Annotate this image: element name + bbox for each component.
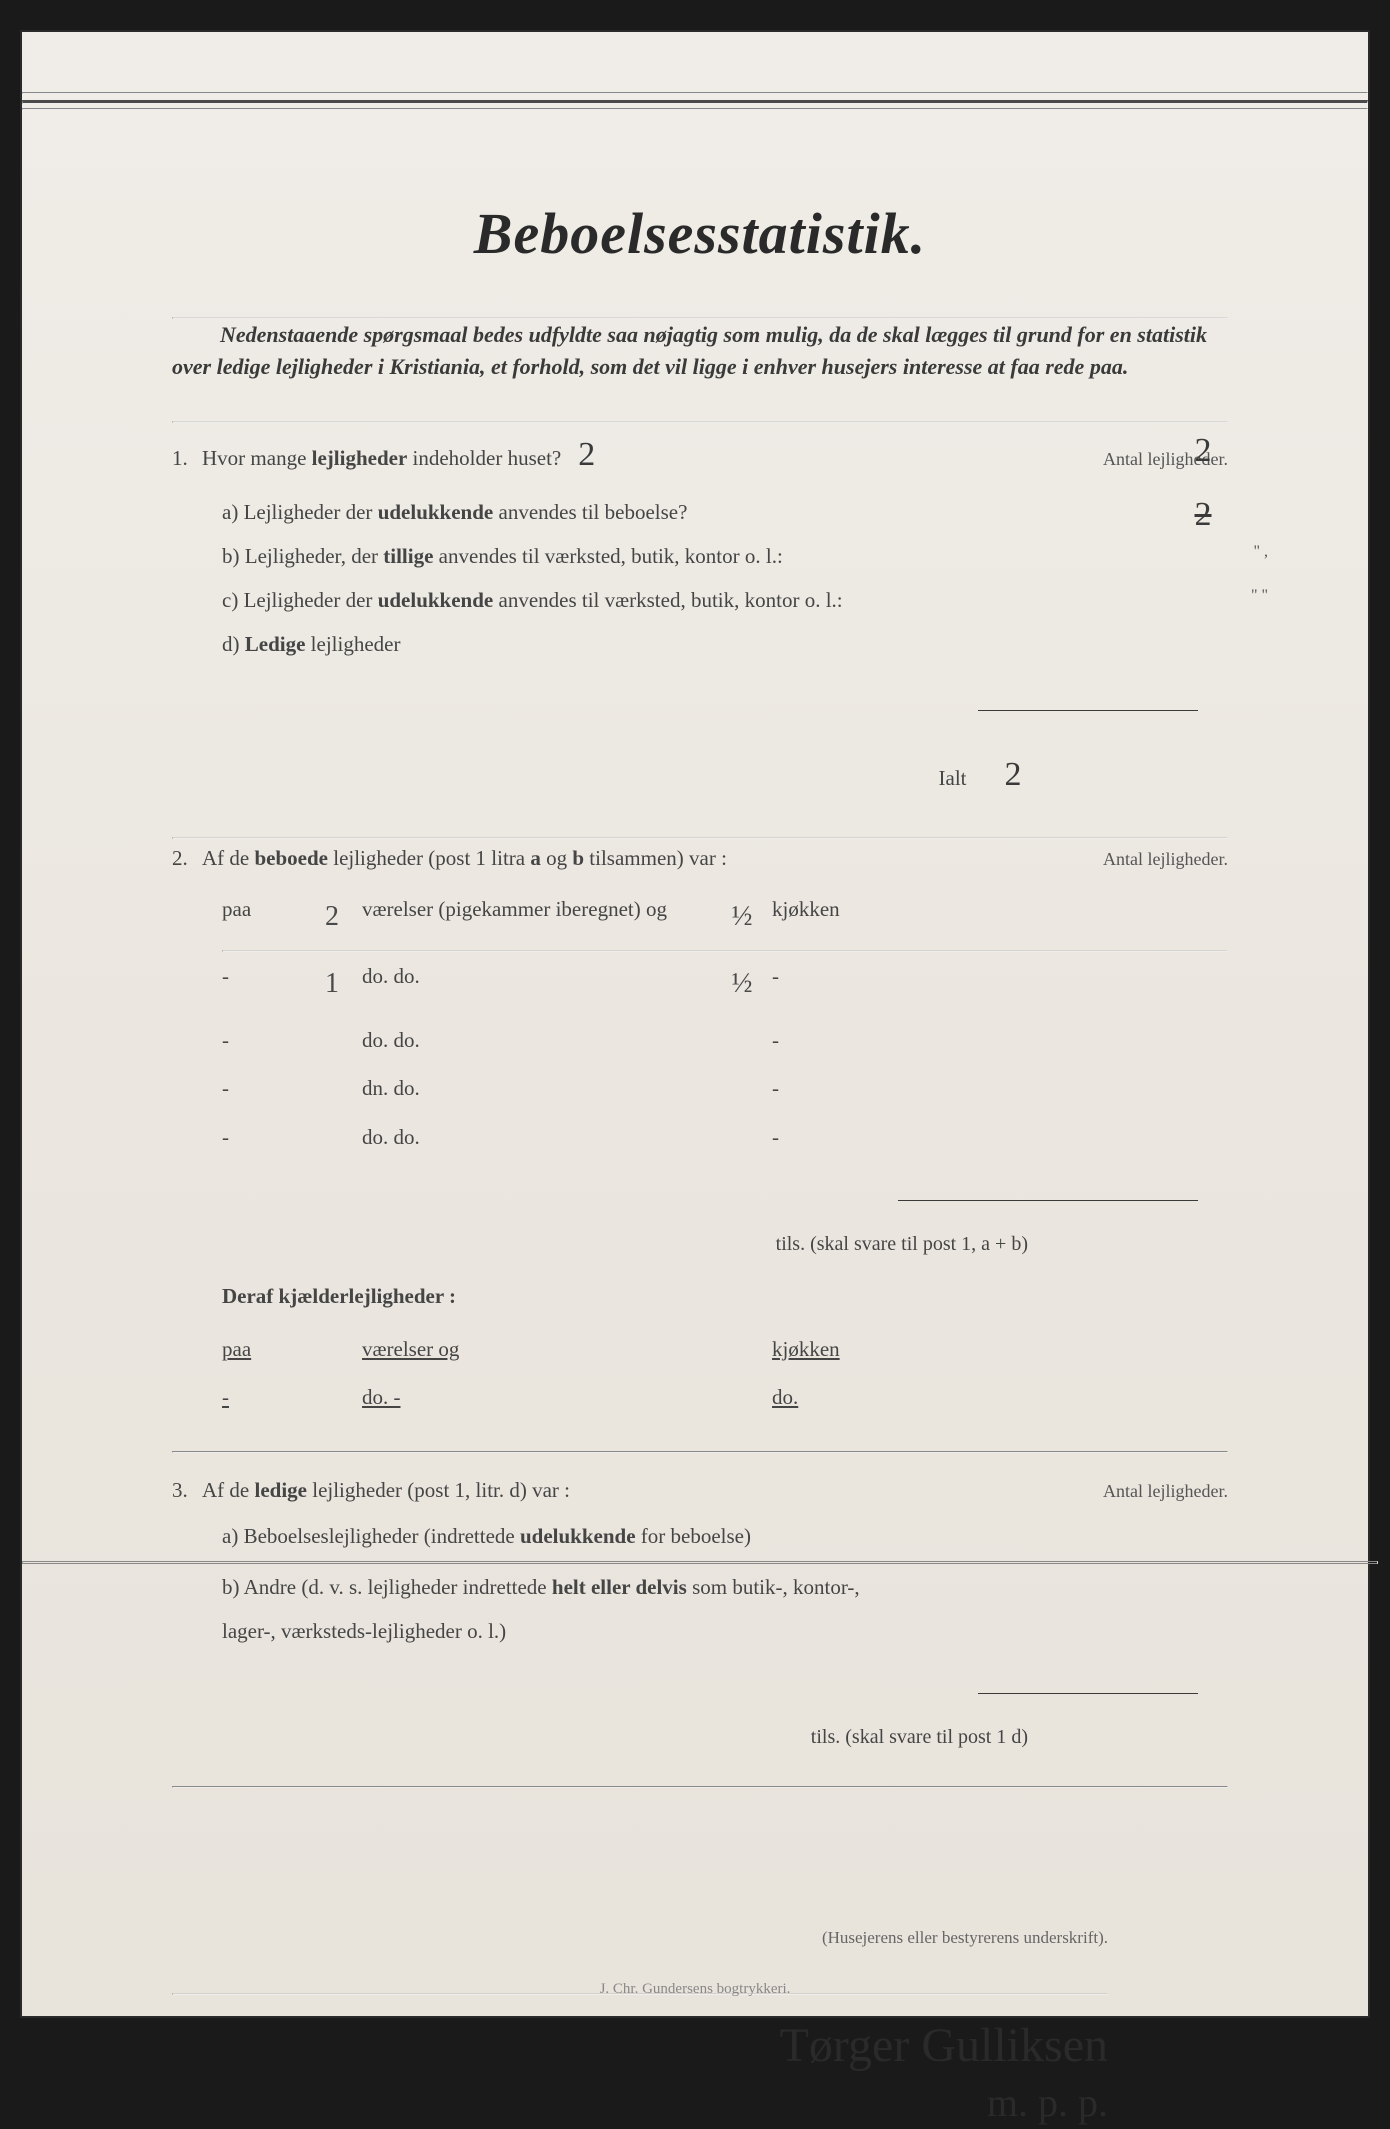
q3-number: 3. — [172, 1471, 202, 1511]
q1-c: c) Lejligheder der udelukkende anvendes … — [172, 581, 1228, 621]
sum-rule-2 — [898, 1200, 1198, 1201]
q3-right-label: Antal lejligheder. — [1103, 1474, 1228, 1508]
kjaelder-table: paaværelser ogkjøkken-do. -do. — [222, 1325, 1228, 1422]
ialt-value: 2 — [998, 743, 1028, 808]
sum-rule-1 — [978, 710, 1198, 711]
q3-text: Af de ledige lejligheder (post 1, litr. … — [202, 1471, 1103, 1511]
printer-footer: J. Chr. Gundersens bogtrykkeri. — [22, 1981, 1368, 1998]
rooms-table: paa2værelser (pigekammer iberegnet) og½k… — [222, 885, 1228, 1161]
q2-number: 2. — [172, 839, 202, 879]
question-2: 2. Af de beboede lejligheder (post 1 lit… — [172, 839, 1228, 1421]
document-page: Beboelsesstatistik. Nedenstaaende spørgs… — [20, 30, 1370, 2018]
hand-answer-1a: 2 — [1188, 419, 1218, 484]
tils-row-3: tils. (skal svare til post 1 d) — [172, 1718, 1228, 1756]
signature-name: Tørger Gulliksen — [172, 2015, 1108, 2077]
q1-d: d) Ledige lejligheder — [172, 625, 1228, 665]
ialt-row: Ialt 2 — [172, 743, 1228, 808]
kjaelder-row: paaværelser ogkjøkken — [222, 1325, 1228, 1373]
q3-b: b) Andre (d. v. s. lejligheder indretted… — [172, 1568, 1228, 1608]
question-3: 3. Af de ledige lejligheder (post 1, lit… — [172, 1471, 1228, 1755]
q3-b-line2: lager-, værksteds-lejligheder o. l.) — [172, 1612, 1228, 1652]
sum-rule-3 — [978, 1693, 1198, 1694]
tils-row-2: tils. (skal svare til post 1, a + b) — [172, 1225, 1228, 1263]
rooms-row: -1do. do.½- — [222, 952, 1228, 1016]
question-1: 2 2 1. Hvor mange lejligheder indeholder… — [172, 423, 1228, 808]
q1-a: a) Lejligheder der udelukkende anvendes … — [172, 493, 1228, 533]
q1-b: b) Lejligheder, der tillige anvendes til… — [172, 537, 1228, 577]
intro-text: Nedenstaaende spørgsmaal bedes udfyldte … — [172, 319, 1228, 383]
q1-text: Hvor mange lejligheder indeholder huset?… — [202, 423, 1103, 488]
signature-sub: m. p. p. — [172, 2077, 1108, 2129]
rooms-row: paa2værelser (pigekammer iberegnet) og½k… — [222, 885, 1228, 949]
page-title: Beboelsesstatistik. — [172, 200, 1228, 267]
signature-block: (Husejerens eller bestyrerens underskrif… — [172, 1928, 1228, 2129]
signature-label: (Husejerens eller bestyrerens underskrif… — [172, 1928, 1108, 1948]
rooms-row: -do. do.- — [222, 1016, 1228, 1064]
q3-a: a) Beboelseslejligheder (indrettede udel… — [172, 1517, 1228, 1557]
q1-number: 1. — [172, 439, 202, 479]
q1-answer: 2 — [572, 423, 602, 488]
rooms-row: -do. do.- — [222, 1113, 1228, 1161]
q2-right-label: Antal lejligheder. — [1103, 842, 1228, 876]
rooms-row: -dn. do.- — [222, 1064, 1228, 1112]
deraf-label: Deraf kjælderlejligheder : — [222, 1277, 1228, 1317]
kjaelder-row: -do. -do. — [222, 1373, 1228, 1421]
q2-text: Af de beboede lejligheder (post 1 litra … — [202, 839, 1103, 879]
